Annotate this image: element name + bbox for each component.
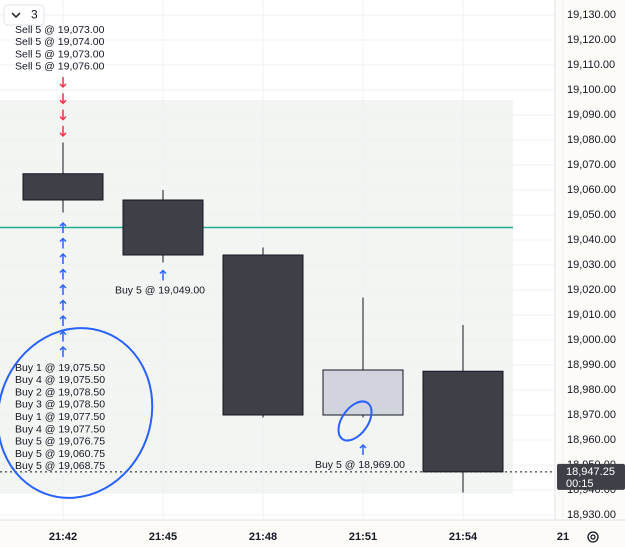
- y-tick-label: 18,990.00: [567, 359, 616, 371]
- y-tick-label: 19,000.00: [567, 334, 616, 346]
- fill-arrow: [59, 268, 67, 280]
- fill-arrow: [59, 93, 67, 105]
- candle-body: [122, 199, 204, 256]
- fill-arrow: [359, 443, 367, 455]
- order-label: Buy 5 @ 19,076.75: [15, 436, 105, 448]
- x-tick-label: 21: [557, 531, 569, 543]
- order-label: Buy 1 @ 19,075.50: [15, 362, 105, 374]
- y-tick-label: 19,120.00: [567, 34, 616, 46]
- fill-arrow: [59, 237, 67, 249]
- y-tick-label: 19,070.00: [567, 159, 616, 171]
- current-price-label: 18,947.25: [566, 466, 615, 478]
- y-tick-label: 19,020.00: [567, 284, 616, 296]
- arrow-head: [59, 252, 67, 258]
- arrow-head: [59, 268, 67, 274]
- y-tick-label: 19,050.00: [567, 209, 616, 221]
- arrow-head: [59, 99, 67, 105]
- candle-body: [322, 369, 404, 416]
- interval-value[interactable]: 3: [31, 8, 38, 22]
- order-label: Buy 5 @ 19,068.75: [15, 460, 105, 472]
- y-tick-label: 18,930.00: [567, 509, 616, 521]
- order-label: Sell 5 @ 19,073.00: [15, 24, 105, 36]
- y-tick-label: 19,080.00: [567, 134, 616, 146]
- y-tick-label: 19,030.00: [567, 259, 616, 271]
- settings-icon[interactable]: [587, 531, 599, 543]
- fill-arrow: [59, 252, 67, 264]
- countdown-label: 00:15: [566, 478, 594, 490]
- fill-arrow: [59, 125, 67, 137]
- arrow-head: [59, 132, 67, 137]
- order-label: Sell 5 @ 19,074.00: [15, 36, 105, 48]
- interval-selector[interactable]: 3: [3, 4, 45, 26]
- y-tick-label: 19,130.00: [567, 9, 616, 21]
- order-label: Buy 4 @ 19,075.50: [15, 374, 105, 386]
- highlight-ellipse: [0, 327, 154, 499]
- fill-arrow: [59, 314, 67, 326]
- order-label: Buy 3 @ 19,078.50: [15, 399, 105, 411]
- y-tick-label: 19,040.00: [567, 234, 616, 246]
- fill-arrow: [59, 109, 67, 121]
- y-tick-label: 19,100.00: [567, 84, 616, 96]
- order-label: Buy 4 @ 19,077.50: [15, 423, 105, 435]
- y-tick-label: 19,110.00: [567, 59, 615, 71]
- x-tick-label: 21:54: [449, 531, 478, 543]
- fill-arrow: [59, 283, 67, 295]
- fill-arrow: [59, 221, 67, 233]
- fill-arrow: [59, 77, 67, 89]
- order-label: Sell 5 @ 19,076.00: [15, 61, 105, 73]
- order-label: Buy 5 @ 19,060.75: [15, 448, 105, 460]
- candle-body: [222, 254, 304, 416]
- candle-body: [422, 370, 504, 473]
- arrow-head: [59, 330, 67, 336]
- y-tick-label: 19,060.00: [567, 184, 616, 196]
- y-tick-label: 18,960.00: [567, 434, 616, 446]
- current-price-box: [557, 463, 625, 490]
- fill-arrow: [59, 345, 67, 357]
- order-label: Buy 2 @ 19,078.50: [15, 386, 105, 398]
- arrow-head: [59, 221, 67, 227]
- x-tick-label: 21:42: [49, 531, 77, 543]
- y-tick-label: 18,970.00: [567, 409, 616, 421]
- order-label: Buy 1 @ 19,077.50: [15, 411, 105, 423]
- x-tick-label: 21:48: [249, 531, 277, 543]
- arrow-head: [59, 283, 67, 289]
- fill-arrow: [59, 330, 67, 342]
- arrow-head: [59, 237, 67, 243]
- fill-arrow: [59, 299, 67, 311]
- arrow-head: [59, 83, 67, 89]
- x-tick-label: 21:51: [349, 531, 377, 543]
- arrow-head: [59, 314, 67, 320]
- highlight-ellipse: [337, 400, 373, 442]
- y-tick-label: 19,010.00: [567, 309, 616, 321]
- candle-body: [22, 173, 104, 201]
- fill-arrow: [159, 269, 167, 281]
- y-tick-label: 19,090.00: [567, 109, 616, 121]
- arrow-head: [59, 345, 67, 351]
- arrow-head: [359, 443, 367, 449]
- order-label: Sell 5 @ 19,073.00: [15, 48, 105, 60]
- arrow-head: [59, 116, 67, 121]
- arrow-head: [159, 269, 167, 275]
- x-tick-label: 21:45: [149, 531, 177, 543]
- y-tick-label: 18,980.00: [567, 384, 616, 396]
- arrow-head: [59, 299, 67, 305]
- order-label: Buy 5 @ 19,049.00: [115, 284, 205, 296]
- order-label: Buy 5 @ 18,969.00: [315, 459, 405, 471]
